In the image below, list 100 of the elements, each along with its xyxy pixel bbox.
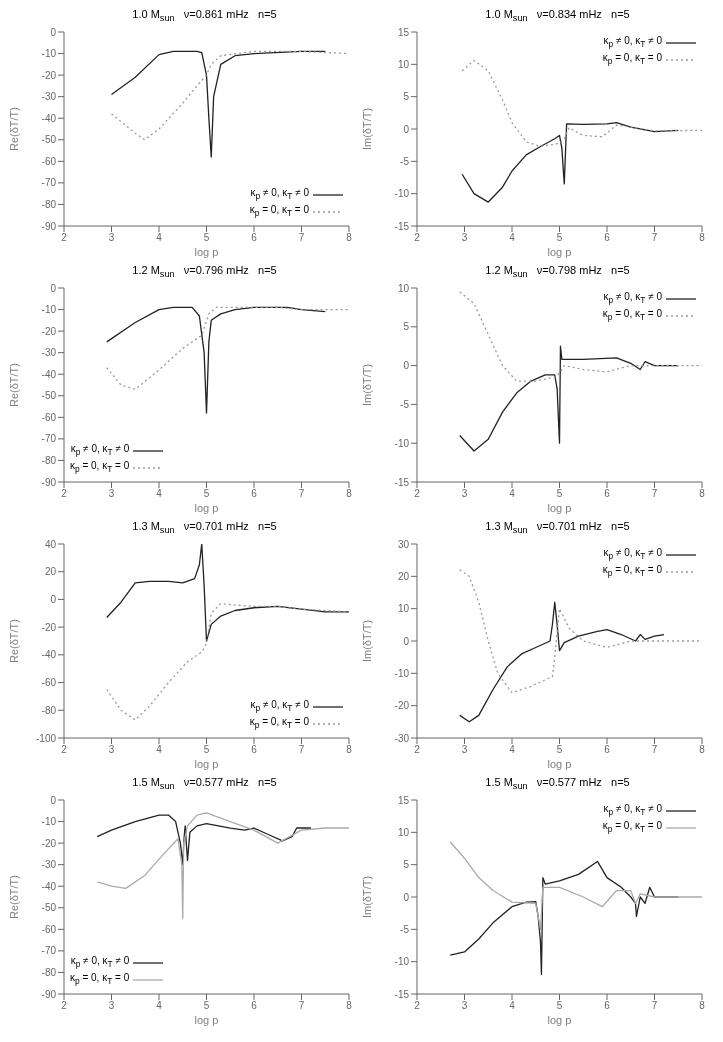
line-series bbox=[106, 306, 326, 414]
x-tick-label: 4 bbox=[156, 1000, 163, 1012]
line-series bbox=[449, 841, 702, 930]
x-tick-label: 3 bbox=[461, 488, 468, 500]
y-tick-label: -60 bbox=[41, 411, 57, 423]
y-tick-label: -10 bbox=[394, 437, 410, 449]
legend-label: κ$_{p}$ ≠ 0, κ$_{T}$ ≠ 0 bbox=[70, 443, 130, 457]
line-series bbox=[110, 50, 326, 158]
y-tick-label: -50 bbox=[41, 390, 57, 402]
legend-label: κ$_{p}$ ≠ 0, κ$_{T}$ ≠ 0 bbox=[250, 699, 309, 713]
x-tick-label: 2 bbox=[414, 488, 421, 500]
y-tick-label: -15 bbox=[394, 476, 410, 488]
x-tick-label: 7 bbox=[298, 744, 305, 756]
y-tick-label: -60 bbox=[41, 677, 57, 689]
y-tick-label: 10 bbox=[397, 826, 410, 838]
y-tick-label: 0 bbox=[50, 794, 57, 806]
y-tick-label: -20 bbox=[41, 621, 57, 633]
x-tick-label: 3 bbox=[461, 744, 468, 756]
x-tick-label: 2 bbox=[414, 232, 421, 244]
x-tick-label: 6 bbox=[251, 488, 258, 500]
y-tick-label: 20 bbox=[44, 566, 57, 578]
x-tick-label: 6 bbox=[604, 488, 611, 500]
y-tick-label: 0 bbox=[403, 635, 410, 647]
y-tick-label: 5 bbox=[403, 321, 410, 333]
x-tick-label: 3 bbox=[108, 488, 115, 500]
x-tick-label: 7 bbox=[651, 488, 658, 500]
y-tick-label: -10 bbox=[41, 816, 57, 828]
y-tick-label: 0 bbox=[50, 26, 57, 38]
x-tick-label: 6 bbox=[251, 1000, 258, 1012]
legend-label: κ$_{p}$ = 0, κ$_{T}$ = 0 bbox=[602, 820, 662, 834]
y-axis-title: Re(δT/T) bbox=[7, 106, 20, 152]
x-tick-label: 3 bbox=[461, 1000, 468, 1012]
y-tick-label: 15 bbox=[397, 26, 410, 38]
line-series bbox=[461, 121, 679, 203]
x-axis-title: log p bbox=[547, 758, 572, 770]
x-tick-label: 3 bbox=[108, 1000, 115, 1012]
line-series bbox=[106, 544, 349, 642]
x-tick-label: 7 bbox=[298, 488, 305, 500]
y-tick-label: 20 bbox=[397, 570, 410, 582]
line-series bbox=[96, 814, 312, 866]
y-tick-label: -50 bbox=[41, 134, 57, 146]
y-tick-label: -10 bbox=[394, 188, 410, 200]
x-tick-label: 6 bbox=[251, 744, 258, 756]
y-tick-label: -30 bbox=[41, 347, 57, 359]
y-tick-label: 0 bbox=[50, 282, 57, 294]
y-tick-label: -90 bbox=[41, 476, 57, 488]
x-tick-label: 4 bbox=[509, 1000, 516, 1012]
x-tick-label: 4 bbox=[509, 232, 516, 244]
chart-title: 1.3 M$_{sun}$ ν=0.701 mHz n=5 bbox=[132, 520, 277, 536]
y-tick-label: 5 bbox=[403, 91, 410, 103]
y-tick-label: -70 bbox=[41, 177, 57, 189]
x-axis-title: log p bbox=[547, 1014, 572, 1026]
y-tick-label: -10 bbox=[394, 667, 410, 679]
y-tick-label: -30 bbox=[41, 859, 57, 871]
y-axis-title: Im(δT/T) bbox=[360, 363, 373, 407]
y-tick-label: -30 bbox=[394, 732, 410, 744]
x-tick-label: 8 bbox=[699, 232, 706, 244]
x-tick-label: 8 bbox=[699, 488, 706, 500]
x-tick-label: 2 bbox=[61, 232, 68, 244]
x-tick-label: 4 bbox=[156, 488, 163, 500]
y-tick-label: 0 bbox=[403, 360, 410, 372]
x-axis-title: log p bbox=[194, 246, 219, 258]
y-tick-label: -30 bbox=[41, 91, 57, 103]
x-tick-label: 7 bbox=[651, 1000, 658, 1012]
x-tick-label: 7 bbox=[651, 744, 658, 756]
line-series bbox=[106, 306, 349, 390]
chart-title: 1.5 M$_{sun}$ ν=0.577 mHz n=5 bbox=[485, 776, 630, 792]
y-axis-title: Im(δT/T) bbox=[360, 875, 373, 919]
y-tick-label: -10 bbox=[394, 956, 410, 968]
y-tick-label: 40 bbox=[44, 538, 57, 550]
x-tick-label: 2 bbox=[61, 1000, 68, 1012]
legend-label: κ$_{p}$ = 0, κ$_{T}$ = 0 bbox=[602, 564, 662, 578]
y-axis-title: Im(δT/T) bbox=[360, 619, 373, 663]
y-tick-label: -40 bbox=[41, 368, 57, 380]
x-tick-label: 6 bbox=[604, 1000, 611, 1012]
x-tick-label: 2 bbox=[414, 1000, 421, 1012]
legend-label: κ$_{p}$ ≠ 0, κ$_{T}$ ≠ 0 bbox=[603, 35, 662, 49]
legend-label: κ$_{p}$ ≠ 0, κ$_{T}$ ≠ 0 bbox=[250, 187, 309, 201]
y-tick-label: -5 bbox=[400, 923, 410, 935]
y-tick-label: 10 bbox=[397, 282, 410, 294]
x-tick-label: 8 bbox=[346, 232, 353, 244]
y-tick-label: -80 bbox=[41, 454, 57, 466]
y-tick-label: -90 bbox=[41, 220, 57, 232]
x-tick-label: 8 bbox=[346, 744, 353, 756]
x-tick-label: 8 bbox=[699, 744, 706, 756]
x-axis-title: log p bbox=[547, 246, 572, 258]
y-tick-label: -90 bbox=[41, 988, 57, 1000]
y-tick-label: -5 bbox=[400, 398, 410, 410]
x-tick-label: 6 bbox=[604, 232, 611, 244]
legend-label: κ$_{p}$ ≠ 0, κ$_{T}$ ≠ 0 bbox=[603, 547, 662, 561]
chart-title: 1.0 M$_{sun}$ ν=0.861 mHz n=5 bbox=[132, 8, 277, 24]
x-axis-title: log p bbox=[194, 502, 219, 514]
y-tick-label: -70 bbox=[41, 433, 57, 445]
y-tick-label: -5 bbox=[400, 155, 410, 167]
legend-label: κ$_{p}$ = 0, κ$_{T}$ = 0 bbox=[249, 716, 309, 730]
line-series bbox=[459, 291, 702, 382]
x-tick-label: 4 bbox=[156, 232, 163, 244]
x-tick-label: 2 bbox=[61, 488, 68, 500]
x-tick-label: 7 bbox=[298, 1000, 305, 1012]
y-tick-label: 15 bbox=[397, 794, 410, 806]
